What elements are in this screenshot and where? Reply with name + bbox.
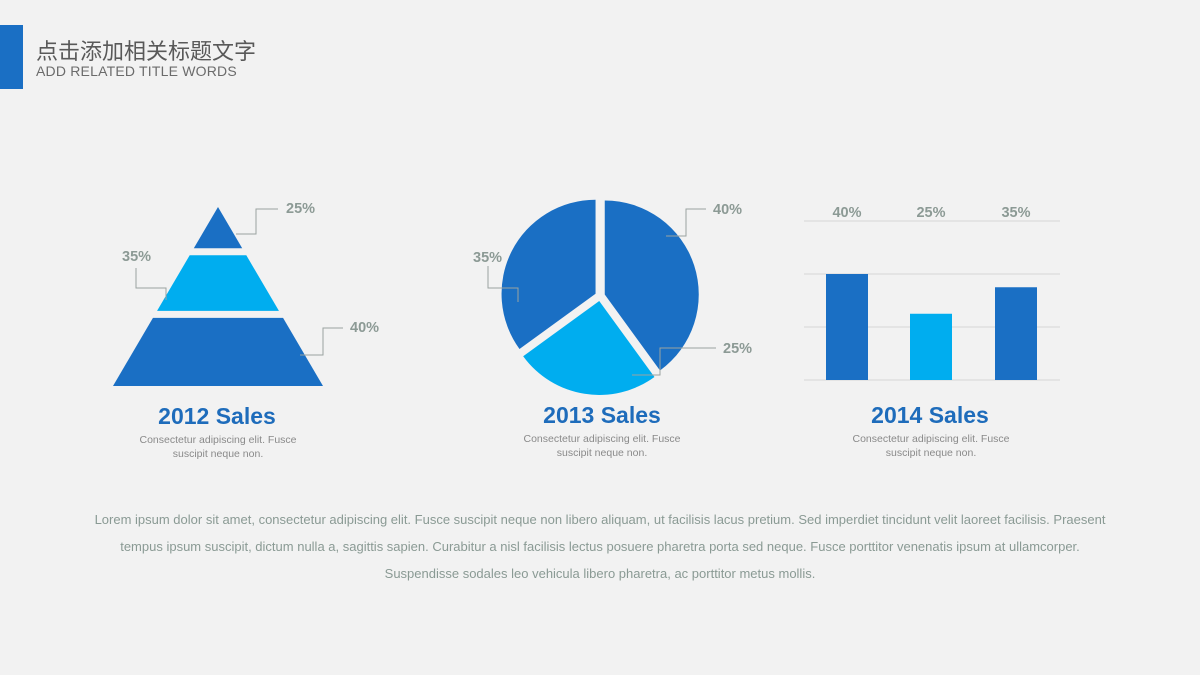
page-title: 点击添加相关标题文字 bbox=[36, 40, 257, 65]
pie-chart-2013: 40% 25% 35% bbox=[473, 199, 752, 395]
bar-2 bbox=[910, 313, 952, 380]
pie-label-1: 40% bbox=[713, 202, 742, 218]
chart-description-2014: Consectetur adipiscing elit. Fusce susci… bbox=[852, 433, 1010, 459]
bar-3 bbox=[995, 287, 1037, 380]
bar-label-1: 40% bbox=[832, 205, 861, 221]
chart-title-2014: 2014 Sales bbox=[871, 402, 989, 428]
chart-description-2013: Consectetur adipiscing elit. Fusce susci… bbox=[523, 433, 681, 459]
pie-leader-line-3 bbox=[487, 266, 519, 302]
pyramid-segment-3 bbox=[113, 317, 323, 386]
chart-title-2013: 2013 Sales bbox=[543, 402, 661, 428]
bar-label-3: 35% bbox=[1001, 205, 1030, 221]
pie-leader-line-1 bbox=[666, 208, 706, 237]
page-subtitle: ADD RELATED TITLE WORDS bbox=[36, 63, 237, 79]
pyramid-segment-1 bbox=[193, 207, 243, 249]
pyramid-chart-2012: 25% 35% 40% bbox=[113, 201, 379, 386]
pie-slice-1 bbox=[604, 200, 699, 371]
pie-slice-3 bbox=[501, 199, 596, 349]
pie-leader-line-2 bbox=[632, 347, 716, 376]
bar-1 bbox=[826, 274, 868, 380]
pyramid-leader-line-2 bbox=[135, 268, 167, 300]
pyramid-label-3: 40% bbox=[350, 320, 379, 336]
pie-slice-2 bbox=[523, 300, 655, 395]
pie-label-2: 25% bbox=[723, 341, 752, 357]
chart-description-2012: Consectetur adipiscing elit. Fusce susci… bbox=[139, 434, 297, 460]
bar-label-2: 25% bbox=[916, 205, 945, 221]
pyramid-segment-2 bbox=[157, 255, 279, 311]
pyramid-label-1: 25% bbox=[286, 201, 315, 217]
bar-chart-2014: 40% 25% 35% bbox=[804, 205, 1060, 381]
pyramid-leader-line-3 bbox=[300, 327, 343, 356]
body-paragraph: Lorem ipsum dolor sit amet, consectetur … bbox=[94, 512, 1106, 581]
charts-canvas: 25% 35% 40% 40% 25% 35% 40% 25% 35% bbox=[113, 199, 1060, 395]
chart-title-2012: 2012 Sales bbox=[158, 403, 276, 429]
pie-label-3: 35% bbox=[473, 250, 502, 266]
pyramid-label-2: 35% bbox=[122, 249, 151, 265]
pyramid-leader-line-1 bbox=[236, 208, 278, 235]
title-accent-bar bbox=[0, 25, 23, 89]
